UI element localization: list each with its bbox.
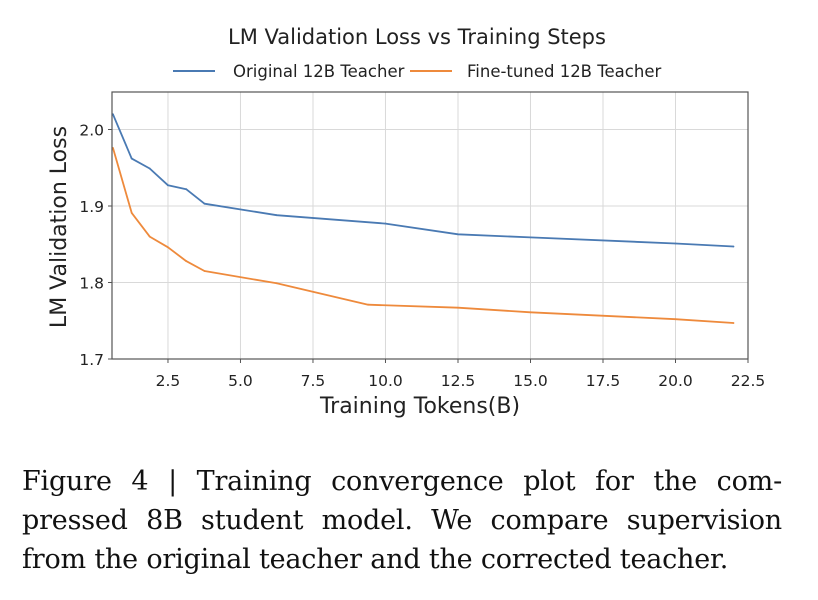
caption-line: pressed 8B student model. We compare sup… (22, 505, 782, 536)
x-tick-label: 17.5 (586, 372, 621, 390)
x-tick-label: 10.0 (368, 372, 403, 390)
data-point (185, 188, 188, 191)
y-tick-label: 1.8 (79, 274, 104, 292)
x-tick-label: 7.5 (301, 372, 326, 390)
x-tick-label: 12.5 (441, 372, 476, 390)
data-point (732, 322, 735, 324)
data-point (275, 282, 278, 285)
data-point (275, 214, 278, 217)
data-point (203, 270, 206, 272)
data-point (529, 236, 532, 239)
series-lines (111, 113, 735, 324)
y-tick-label: 2.0 (79, 121, 104, 139)
data-point (457, 306, 459, 309)
x-tick-label: 2.5 (156, 372, 181, 390)
data-point (674, 242, 677, 245)
x-tick-label: 15.0 (513, 372, 548, 390)
data-point (148, 235, 151, 238)
y-tick-label: 1.7 (79, 351, 104, 369)
x-tick-label: 5.0 (228, 372, 253, 390)
y-axis-ticks: 1.7 1.8 1.9 2.0 (79, 121, 112, 369)
x-tick-label: 22.5 (731, 372, 766, 390)
data-point (674, 318, 677, 321)
data-point (384, 222, 387, 225)
y-axis-label: LM Validation Loss (47, 126, 72, 328)
figure-caption: Figure 4 | Training convergence plot for… (22, 462, 782, 579)
data-point (203, 202, 206, 205)
x-axis-ticks: 2.5 5.0 7.5 10.0 12.5 15.0 17.5 20.0 22.5 (156, 359, 766, 390)
y-tick-label: 1.9 (79, 198, 104, 216)
data-point (529, 311, 532, 314)
data-point (167, 184, 169, 187)
data-point (148, 167, 151, 170)
caption-line: from the original teacher and the correc… (22, 544, 729, 575)
data-point (130, 211, 133, 214)
series-line-original (112, 113, 734, 248)
plot-frame (111, 91, 749, 360)
data-point (167, 246, 169, 249)
chart: LM Validation Loss vs Training Steps Ori… (47, 25, 766, 419)
x-tick-label: 20.0 (658, 372, 693, 390)
caption-line: Figure 4 | Training convergence plot for… (22, 466, 782, 497)
data-point (185, 260, 188, 262)
x-axis-label: Training Tokens(B) (319, 394, 520, 419)
series-line-finetuned (112, 147, 734, 324)
data-point (457, 233, 459, 236)
legend-label-original: Original 12B Teacher (233, 62, 405, 81)
chart-title: LM Validation Loss vs Training Steps (228, 25, 606, 49)
data-point (732, 245, 735, 248)
legend: Original 12B Teacher Fine-tuned 12B Teac… (173, 62, 661, 81)
data-point (130, 157, 133, 160)
legend-label-finetuned: Fine-tuned 12B Teacher (467, 62, 661, 81)
data-point (367, 303, 369, 306)
